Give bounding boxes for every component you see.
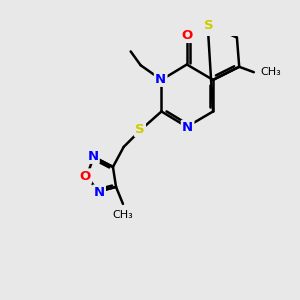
Text: S: S [204, 19, 213, 32]
Text: N: N [182, 121, 193, 134]
Text: O: O [181, 29, 193, 42]
Text: CH₃: CH₃ [260, 67, 281, 77]
Text: N: N [155, 73, 166, 85]
Text: CH₃: CH₃ [112, 210, 133, 220]
Text: O: O [80, 169, 91, 183]
Text: N: N [94, 186, 105, 199]
Text: N: N [87, 150, 98, 163]
Text: S: S [135, 123, 145, 136]
